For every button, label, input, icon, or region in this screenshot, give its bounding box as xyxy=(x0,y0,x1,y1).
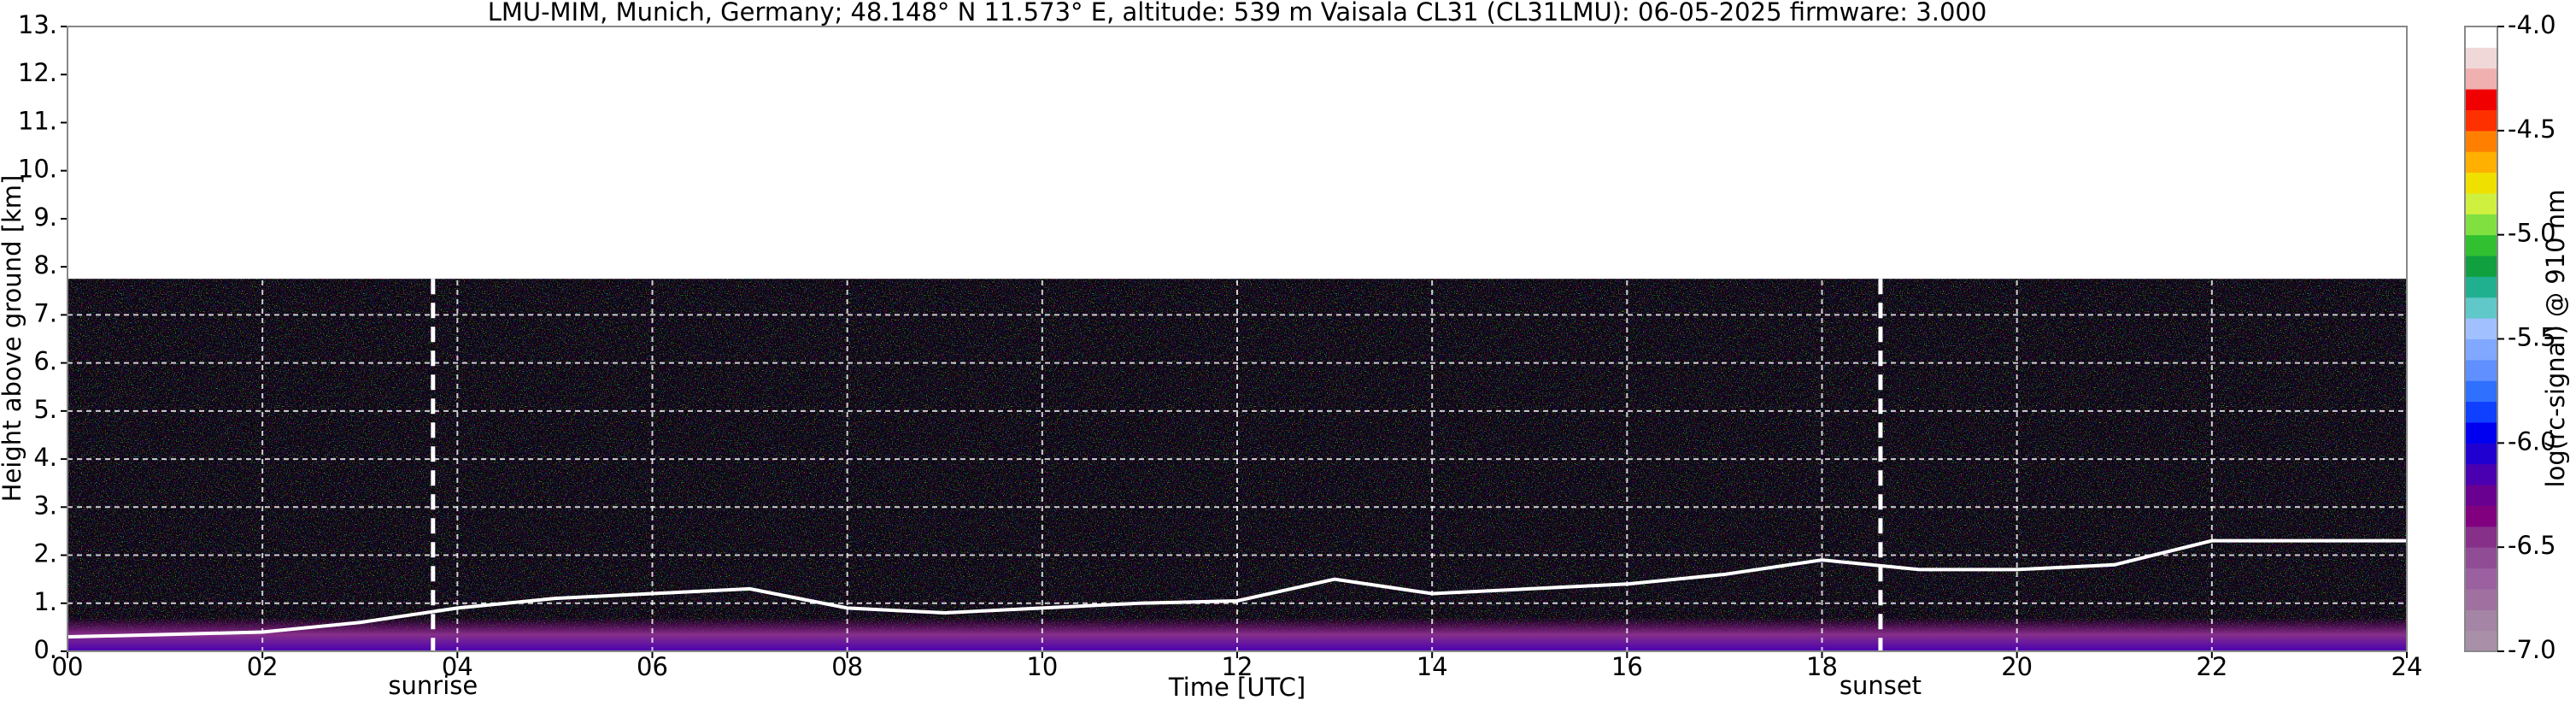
colorbar-level xyxy=(2465,609,2497,632)
colorbar-level xyxy=(2465,130,2497,152)
colorbar-level xyxy=(2465,192,2497,215)
colorbar-level xyxy=(2465,26,2497,48)
colorbar-level xyxy=(2465,68,2497,90)
colorbar-tick-label: -7.0 xyxy=(2508,635,2556,664)
x-tick-label: 22 xyxy=(2196,652,2227,681)
colorbar-level xyxy=(2465,547,2497,569)
colorbar-level xyxy=(2465,359,2497,381)
y-axis-label: Height above ground [km] xyxy=(0,175,26,503)
annotation-label: sunrise xyxy=(388,671,478,700)
y-tick-label: 10. xyxy=(18,155,57,184)
colorbar-level xyxy=(2465,505,2497,527)
colorbar-level xyxy=(2465,338,2497,361)
x-tick-label: 02 xyxy=(247,652,279,681)
colorbar-tick-label: -5.0 xyxy=(2508,219,2556,248)
y-tick-label: 1. xyxy=(33,587,57,616)
y-tick-label: 11. xyxy=(18,106,57,135)
colorbar-level xyxy=(2465,421,2497,444)
y-tick-label: 6. xyxy=(33,347,57,376)
colorbar-level xyxy=(2465,297,2497,319)
y-tick-label: 8. xyxy=(33,250,57,279)
colorbar-tick-label: -6.5 xyxy=(2508,531,2556,560)
colorbar-level xyxy=(2465,630,2497,652)
colorbar-level xyxy=(2465,401,2497,423)
colorbar-level xyxy=(2465,151,2497,174)
x-tick-label: 24 xyxy=(2391,652,2423,681)
x-tick-label: 16 xyxy=(1611,652,1643,681)
y-tick-label: 9. xyxy=(33,203,57,232)
colorbar-level xyxy=(2465,568,2497,590)
chart-title: LMU-MIM, Munich, Germany; 48.148° N 11.5… xyxy=(488,0,1987,26)
x-tick-label: 00 xyxy=(52,652,84,681)
colorbar-level xyxy=(2465,234,2497,256)
colorbar-level xyxy=(2465,380,2497,403)
colorbar-tick-label: -4.5 xyxy=(2508,115,2556,144)
y-tick-label: 4. xyxy=(33,443,57,472)
colorbar-level xyxy=(2465,109,2497,132)
colorbar-tick-label: -5.5 xyxy=(2508,323,2556,352)
colorbar-level xyxy=(2465,256,2497,277)
colorbar-level xyxy=(2465,443,2497,465)
y-tick-label: 5. xyxy=(33,395,57,424)
colorbar-level xyxy=(2465,526,2497,548)
y-tick-label: 13. xyxy=(18,10,57,39)
y-tick-label: 3. xyxy=(33,491,57,520)
colorbar-level xyxy=(2465,89,2497,110)
colorbar-label: log(rc-signal) @ 910 nm xyxy=(2541,190,2570,488)
colorbar-level xyxy=(2465,588,2497,610)
colorbar-tick-label: -4.0 xyxy=(2508,10,2556,39)
colorbar-level xyxy=(2465,47,2497,69)
plot-frame xyxy=(67,26,2408,652)
colorbar-level xyxy=(2465,485,2497,506)
colorbar-level xyxy=(2465,318,2497,339)
colorbar-level xyxy=(2465,463,2497,485)
colorbar-level xyxy=(2465,214,2497,236)
y-tick-label: 12. xyxy=(18,58,57,87)
x-tick-label: 06 xyxy=(637,652,668,681)
y-tick-label: 2. xyxy=(33,539,57,568)
colorbar-tick-label: -6.0 xyxy=(2508,427,2556,456)
x-tick-label: 20 xyxy=(2001,652,2033,681)
annotation-label: sunset xyxy=(1840,671,1922,700)
x-tick-label: 18 xyxy=(1806,652,1838,681)
y-tick-label: 0. xyxy=(33,635,57,664)
x-axis-label: Time [UTC] xyxy=(1168,673,1306,702)
x-tick-label: 12 xyxy=(1222,652,1253,681)
colorbar-level xyxy=(2465,172,2497,194)
x-tick-label: 10 xyxy=(1026,652,1058,681)
y-tick-label: 7. xyxy=(33,298,57,327)
x-tick-label: 04 xyxy=(442,652,473,681)
colorbar-level xyxy=(2465,276,2497,298)
x-tick-label: 08 xyxy=(831,652,863,681)
x-tick-label: 14 xyxy=(1417,652,1448,681)
